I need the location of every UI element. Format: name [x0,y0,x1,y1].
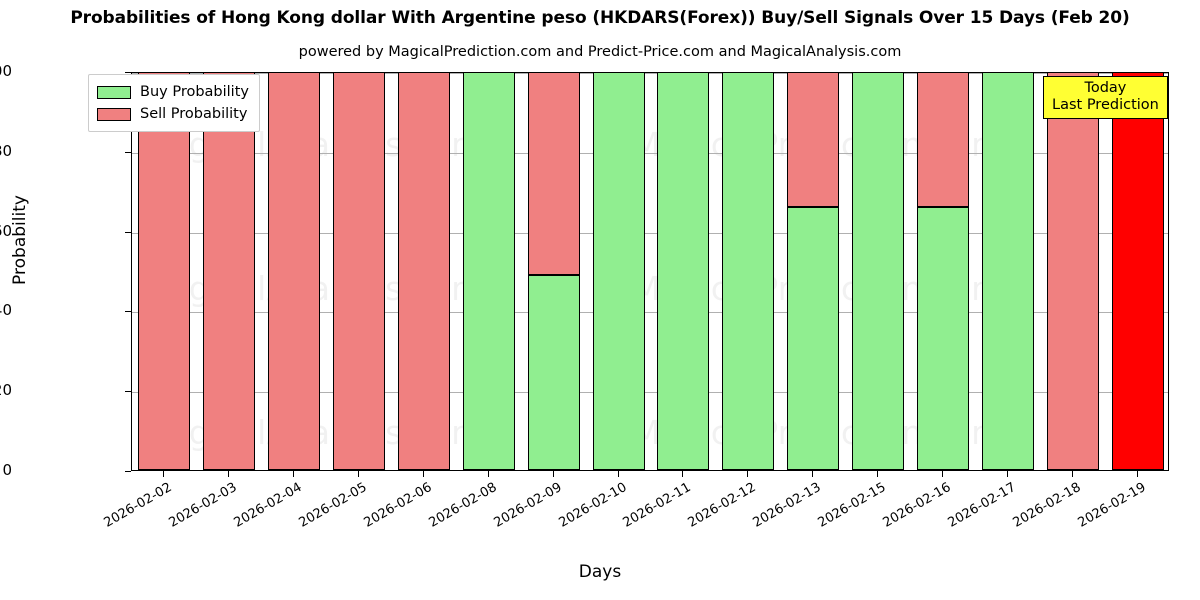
x-tick-mark [1072,471,1073,477]
bar-segment-buy[interactable] [852,73,904,470]
x-tick-mark [747,471,748,477]
chart-legend: Buy Probability Sell Probability [88,74,260,132]
y-tick-mark [125,72,131,73]
bar-group[interactable] [852,73,904,470]
gridline-horizontal [132,153,1168,154]
bar-segment-buy[interactable] [527,274,580,470]
bar-segment-buy[interactable] [981,73,1034,470]
bar-segment-sell[interactable] [1046,73,1099,470]
bar-group[interactable] [722,73,775,470]
y-axis-label: Probability [10,195,30,285]
bar-segment-sell[interactable] [203,73,256,470]
y-tick-label: 60 [0,221,12,240]
x-tick-mark [163,471,164,477]
bar-segment-buy[interactable] [722,73,775,470]
y-tick-mark [125,471,131,472]
gridline-horizontal [132,73,1168,74]
bar-segment-sell[interactable] [397,73,450,470]
legend-label-buy: Buy Probability [140,84,249,100]
bar-group[interactable] [462,73,515,470]
bar-segment-sell[interactable] [268,73,321,470]
bar-segment-buy[interactable] [657,73,710,470]
legend-item-sell: Sell Probability [97,103,249,125]
bar-segment-sell[interactable] [138,73,191,470]
x-tick-mark [812,471,813,477]
x-tick-mark [618,471,619,477]
y-tick-mark [125,391,131,392]
x-tick-mark [1007,471,1008,477]
x-tick-mark [358,471,359,477]
legend-swatch-buy-icon [97,85,131,99]
gridline-horizontal [132,312,1168,313]
bar-group[interactable] [1111,73,1164,470]
x-tick-mark [228,471,229,477]
x-tick-mark [488,471,489,477]
bar-segment-sell[interactable] [333,73,385,470]
bar-segment-buy[interactable] [787,206,840,470]
bar-segment-sell[interactable] [916,73,969,207]
bar-group[interactable] [981,73,1034,470]
chart-subtitle: powered by MagicalPrediction.com and Pre… [298,44,902,60]
bar-group[interactable] [657,73,710,470]
bar-group[interactable] [1046,73,1099,470]
gridline-horizontal [132,233,1168,234]
bar-group[interactable] [397,73,450,470]
bar-group[interactable] [203,73,256,470]
bar-segment-today[interactable] [1111,73,1164,470]
legend-label-sell: Sell Probability [140,106,248,122]
bar-group[interactable] [527,73,580,470]
y-tick-label: 100 [0,62,12,80]
y-tick-label: 40 [0,301,12,320]
today-annotation-line2: Last Prediction [1052,97,1159,114]
bar-segment-sell[interactable] [787,73,840,207]
x-tick-mark [553,471,554,477]
bar-segment-buy[interactable] [916,206,969,470]
bar-group[interactable] [138,73,191,470]
bar-group[interactable] [787,73,840,470]
x-tick-mark [877,471,878,477]
bar-segment-buy[interactable] [462,73,515,470]
y-tick-mark [125,311,131,312]
bar-group[interactable] [333,73,385,470]
bar-group[interactable] [268,73,321,470]
plot-area: MagicalAnalysis.comMagicalPrediction.com… [131,72,1169,471]
y-tick-mark [125,232,131,233]
chart-title: Probabilities of Hong Kong dollar With A… [70,8,1130,28]
x-axis-label: Days [578,562,622,582]
y-tick-mark [125,152,131,153]
x-tick-mark [942,471,943,477]
bar-segment-sell[interactable] [527,73,580,275]
legend-swatch-sell-icon [97,107,131,121]
x-tick-mark [682,471,683,477]
bar-group[interactable] [592,73,645,470]
y-tick-label: 0 [2,461,12,479]
gridline-horizontal [132,392,1168,393]
bar-group[interactable] [916,73,969,470]
legend-item-buy: Buy Probability [97,81,249,103]
x-tick-mark [293,471,294,477]
today-annotation-line1: Today [1084,80,1127,96]
y-tick-label: 80 [0,141,12,160]
x-tick-mark [423,471,424,477]
today-annotation: Today Last Prediction [1043,76,1168,120]
bar-segment-buy[interactable] [592,73,645,470]
y-tick-label: 20 [0,381,12,400]
x-tick-mark [1137,471,1138,477]
